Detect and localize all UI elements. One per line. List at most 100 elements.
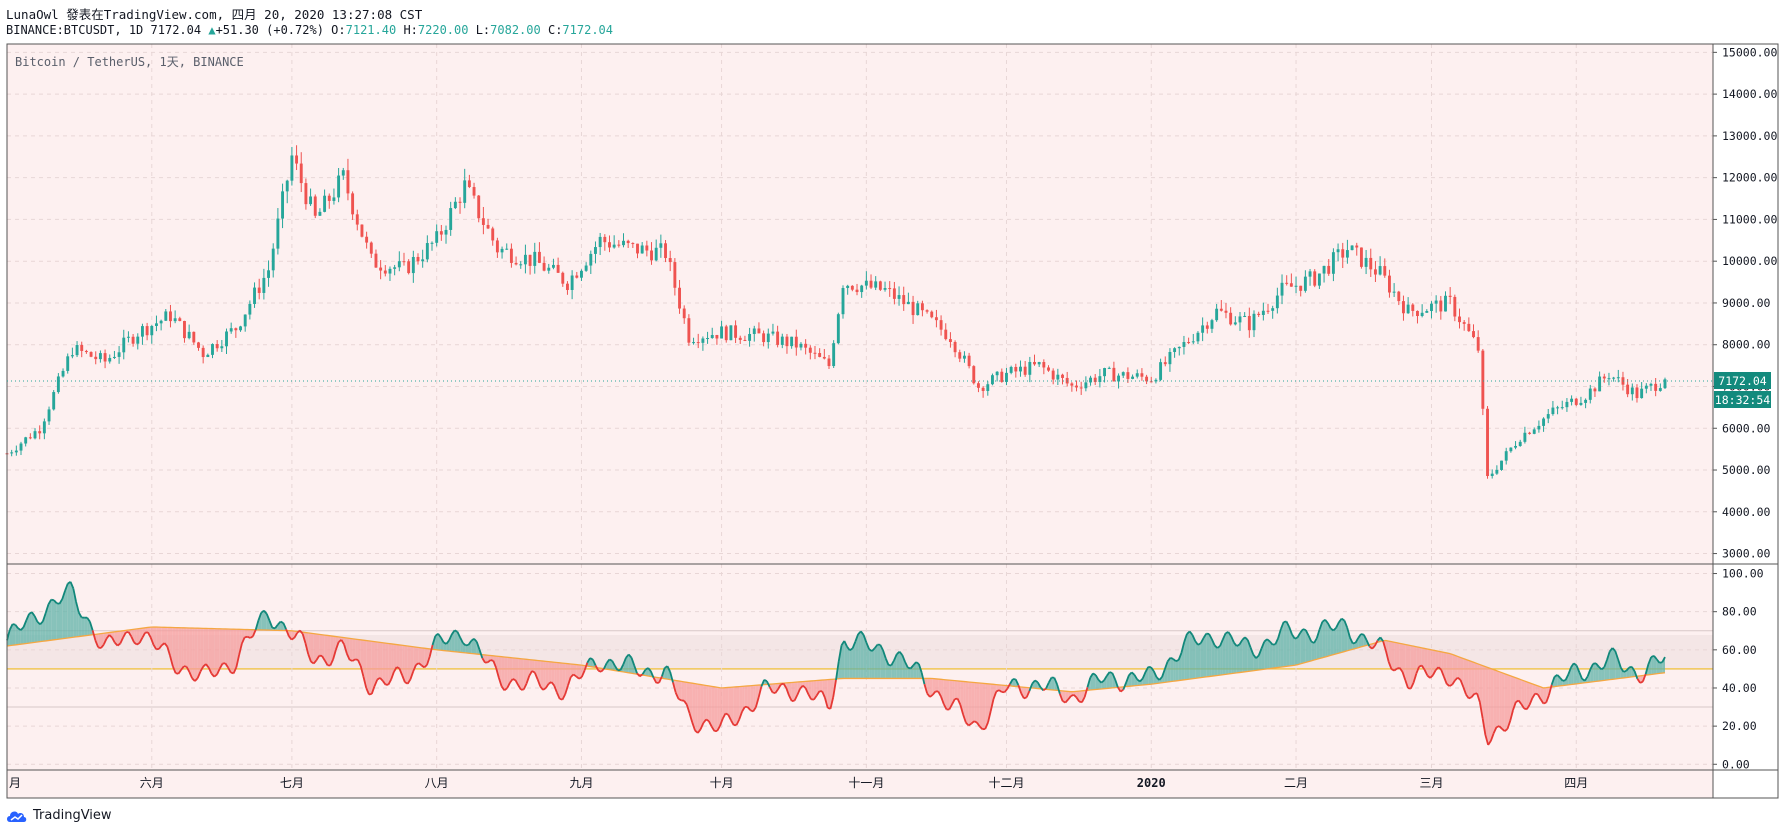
oscillator-line-segment [332, 649, 337, 660]
candle-body [1649, 383, 1653, 386]
osc-fill-up [1264, 639, 1268, 670]
osc-fill-down [228, 629, 231, 673]
osc-fill-up [1601, 667, 1605, 681]
publish-line: LunaOwl 發表在TradingView.com, 四月 20, 2020 … [6, 4, 422, 23]
candle-body [1430, 303, 1433, 312]
candle-body [164, 311, 168, 321]
oscillator-line-segment [879, 644, 884, 651]
oscillator-line-segment [490, 659, 494, 662]
candle-body [1397, 291, 1401, 302]
candle-body [1023, 366, 1027, 375]
oscillator-line-segment [359, 665, 365, 678]
oscillator-line-segment [1170, 656, 1174, 660]
oscillator-line-segment [1415, 666, 1420, 675]
osc-fill-up [266, 613, 270, 631]
candle-body [1079, 387, 1083, 389]
oscillator-line-segment [1036, 681, 1042, 688]
candle-body [495, 240, 499, 253]
osc-fill-down [692, 683, 696, 731]
candle-body [1275, 295, 1279, 309]
osc-fill-down [556, 662, 560, 699]
oscillator-line-segment [492, 660, 497, 669]
oscillator-line-segment [1562, 679, 1566, 682]
candle-body [1285, 282, 1289, 284]
oscillator-line-segment [94, 640, 100, 648]
low-value: 7082.00 [490, 23, 541, 37]
candle-body [239, 326, 242, 331]
osc-fill-down [551, 661, 555, 686]
oscillator-line-segment [169, 655, 174, 667]
osc-fill-up [1244, 637, 1248, 672]
oscillator-axis[interactable]: 0.00 20.00 40.00 60.00 80.00 100.00 [1713, 567, 1764, 772]
candle-body [211, 344, 214, 355]
oscillator-line-segment [666, 665, 672, 673]
osc-fill-down [1410, 645, 1414, 689]
candle-body [738, 337, 742, 340]
oscillator-line-segment [1462, 686, 1467, 695]
oscillator-line-segment [1219, 638, 1224, 647]
chart-background [7, 44, 1713, 798]
osc-fill-up [863, 634, 867, 679]
oscillator-line-segment [409, 671, 415, 680]
oscillator-line-segment [763, 679, 768, 683]
candle-body [799, 343, 803, 348]
oscillator-line-segment [528, 670, 533, 677]
oscillator-line-segment [443, 641, 447, 645]
oscillator-line-segment [418, 662, 423, 667]
candle-body [836, 314, 840, 344]
candle-body [850, 285, 854, 290]
oscillator-line-segment [630, 657, 636, 666]
oscillator-line-segment [918, 663, 923, 673]
candle-body [771, 331, 775, 334]
oscillator-line-segment [1269, 640, 1274, 646]
oscillator-line-segment [1086, 677, 1092, 688]
oscillator-line-segment [1263, 638, 1268, 643]
candle-body [1280, 282, 1284, 296]
osc-fill-up [1314, 638, 1317, 661]
oscillator-line-segment [102, 638, 108, 646]
osc-fill-down [1001, 685, 1005, 693]
oscillator-line-segment [346, 653, 351, 661]
oscillator-line-segment [683, 700, 688, 706]
oscillator-line-segment [619, 664, 625, 671]
oscillator-line-segment [423, 664, 428, 669]
author-name[interactable]: LunaOwl [6, 7, 59, 22]
brand-name: TradingView [33, 808, 112, 823]
oscillator-line-segment [1103, 675, 1108, 681]
oscillator-line-segment [459, 637, 464, 644]
price-axis[interactable]: 3000.004000.005000.006000.007000.008000.… [1713, 45, 1777, 561]
candle-body [313, 196, 317, 216]
candle-body [692, 342, 695, 344]
oscillator-line-segment [589, 657, 594, 661]
oscillator-line-segment [368, 693, 372, 696]
oscillator-line-segment [1349, 637, 1354, 644]
oscillator-line-segment [241, 636, 246, 644]
oscillator-line-segment [570, 673, 575, 678]
oscillator-line-segment [1166, 657, 1172, 663]
osc-fill-up [1333, 627, 1337, 655]
oscillator-line-segment [404, 681, 409, 685]
osc-fill-up [852, 641, 856, 679]
osc-fill-up [1651, 655, 1654, 675]
osc-fill-down [316, 633, 320, 661]
time-axis[interactable]: 月 六月 七月 八月 九月 十月 十一月 十二月 2020 二月 三月 四月 [9, 776, 1588, 790]
oscillator-line-segment [1498, 725, 1503, 730]
osc-fill-down [1488, 667, 1491, 745]
oscillator-line-segment [232, 666, 238, 674]
tradingview-brand[interactable]: TradingView [6, 808, 112, 823]
candle-body [1402, 301, 1405, 314]
candle-body [589, 253, 593, 266]
price-badge-text: 7172.04 [1718, 374, 1767, 388]
oscillator-line-segment [1236, 643, 1240, 647]
oscillator-line-segment [1446, 683, 1451, 687]
osc-fill-down [181, 627, 184, 670]
osc-fill-up [1242, 637, 1245, 673]
oscillator-line-segment [1584, 675, 1589, 682]
oscillator-line-segment [989, 698, 995, 712]
candle-body [1420, 312, 1424, 317]
candle-body [1075, 385, 1078, 388]
osc-fill-up [280, 621, 284, 631]
osc-fill-down [678, 680, 682, 701]
candle-body [1621, 377, 1625, 385]
